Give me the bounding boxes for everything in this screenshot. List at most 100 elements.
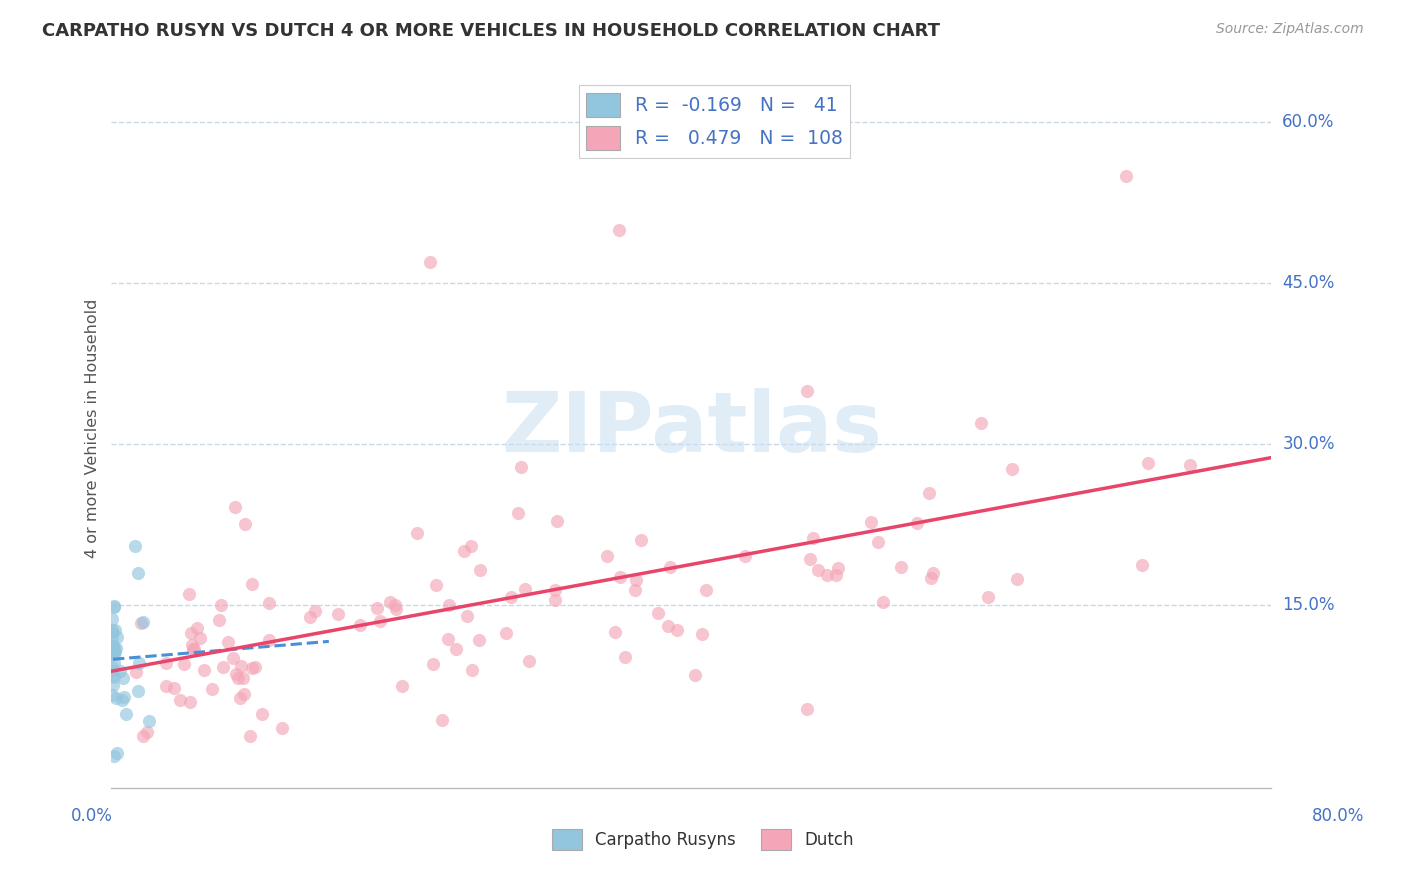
Point xyxy=(1130,558,1153,572)
Point xyxy=(970,416,993,430)
Point xyxy=(101,612,124,626)
Point xyxy=(111,693,134,707)
Point xyxy=(240,661,263,675)
Point xyxy=(406,525,429,540)
Point xyxy=(179,695,201,709)
Point xyxy=(107,746,129,760)
Point xyxy=(419,254,441,268)
Point xyxy=(546,514,568,528)
Point xyxy=(101,678,124,692)
Legend: Carpatho Rusyns, Dutch: Carpatho Rusyns, Dutch xyxy=(546,822,860,857)
Point xyxy=(607,222,630,236)
Point xyxy=(630,533,652,547)
Point xyxy=(229,659,252,673)
Point xyxy=(186,621,208,635)
Point xyxy=(180,625,202,640)
Point xyxy=(614,650,637,665)
Point xyxy=(243,660,266,674)
Point xyxy=(108,664,131,678)
Point xyxy=(298,610,321,624)
Point xyxy=(326,607,349,622)
Point xyxy=(366,601,388,615)
Point xyxy=(250,706,273,721)
Point xyxy=(506,506,529,520)
Point xyxy=(647,606,669,620)
Point xyxy=(112,690,135,704)
Point xyxy=(124,539,146,553)
Y-axis label: 4 or more Vehicles in Household: 4 or more Vehicles in Household xyxy=(86,299,100,558)
Point xyxy=(384,598,406,612)
Point xyxy=(155,657,177,671)
Point xyxy=(391,679,413,693)
Point xyxy=(1001,462,1024,476)
Point xyxy=(695,583,717,598)
Text: 80.0%: 80.0% xyxy=(1312,807,1365,825)
Point xyxy=(425,578,447,592)
Point xyxy=(380,594,402,608)
Point xyxy=(304,604,326,618)
Point xyxy=(209,598,232,612)
Point xyxy=(609,570,631,584)
Point xyxy=(132,729,155,743)
Point xyxy=(128,657,150,671)
Point xyxy=(101,625,124,640)
Point xyxy=(125,665,148,679)
Point xyxy=(169,693,191,707)
Point xyxy=(922,566,945,580)
Point xyxy=(103,639,125,653)
Point xyxy=(173,657,195,671)
Point xyxy=(217,635,239,649)
Point xyxy=(103,670,125,684)
Text: Source: ZipAtlas.com: Source: ZipAtlas.com xyxy=(1216,22,1364,37)
Point xyxy=(905,516,928,530)
Point xyxy=(1115,169,1137,183)
Point xyxy=(180,638,202,652)
Point xyxy=(666,623,689,637)
Point xyxy=(225,667,247,681)
Legend: R =  -0.169   N =   41, R =   0.479   N =  108: R = -0.169 N = 41, R = 0.479 N = 108 xyxy=(579,85,851,158)
Point xyxy=(162,681,184,695)
Point xyxy=(100,639,122,653)
Point xyxy=(105,630,128,644)
Point xyxy=(226,671,249,685)
Point xyxy=(815,567,838,582)
Point xyxy=(270,722,292,736)
Point xyxy=(1178,458,1201,472)
Point xyxy=(461,663,484,677)
Point xyxy=(827,561,849,575)
Point xyxy=(103,748,125,763)
Point xyxy=(193,664,215,678)
Text: CARPATHO RUSYN VS DUTCH 4 OR MORE VEHICLES IN HOUSEHOLD CORRELATION CHART: CARPATHO RUSYN VS DUTCH 4 OR MORE VEHICL… xyxy=(42,22,941,40)
Text: 0.0%: 0.0% xyxy=(70,807,112,825)
Point xyxy=(825,568,848,582)
Point xyxy=(101,660,124,674)
Point xyxy=(177,586,200,600)
Point xyxy=(977,591,1000,605)
Point xyxy=(104,640,127,655)
Point xyxy=(624,582,647,597)
Point xyxy=(437,598,460,612)
Point xyxy=(233,516,256,531)
Point xyxy=(103,644,125,658)
Point xyxy=(1005,573,1028,587)
Point xyxy=(799,552,821,566)
Point xyxy=(436,632,458,646)
Point xyxy=(544,593,567,607)
Point xyxy=(603,625,626,640)
Point xyxy=(544,583,567,598)
Point xyxy=(860,516,883,530)
Point xyxy=(453,543,475,558)
Point xyxy=(685,668,707,682)
Point xyxy=(657,619,679,633)
Point xyxy=(224,500,246,514)
Point xyxy=(349,618,371,632)
Text: 15.0%: 15.0% xyxy=(1282,596,1334,615)
Point xyxy=(155,679,177,693)
Point xyxy=(104,624,127,638)
Point xyxy=(222,651,245,665)
Point xyxy=(232,671,254,685)
Point xyxy=(115,706,138,721)
Point xyxy=(111,671,134,685)
Point xyxy=(626,573,648,587)
Point xyxy=(444,642,467,657)
